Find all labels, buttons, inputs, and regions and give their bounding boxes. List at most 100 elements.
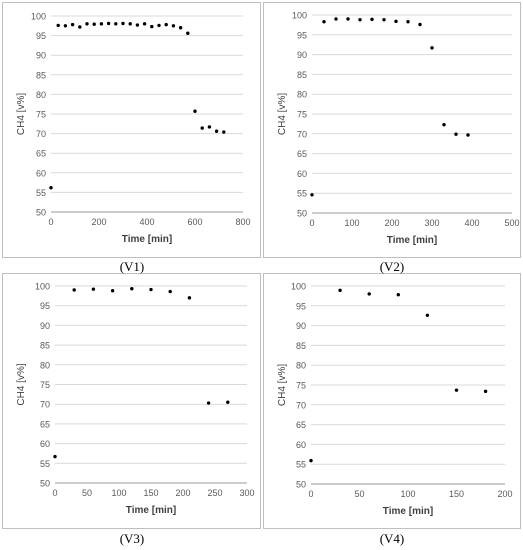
data-point: [114, 22, 118, 26]
data-point: [382, 18, 386, 22]
y-tick-label: 55: [296, 460, 306, 470]
data-point: [63, 24, 68, 28]
caption-v1: (V1): [119, 259, 145, 274]
data-point: [70, 22, 75, 27]
y-tick-label: 90: [296, 321, 306, 331]
data-point: [164, 22, 168, 27]
y-tick-label: 60: [297, 169, 307, 179]
data-point: [370, 17, 374, 22]
y-tick-label: 65: [297, 149, 307, 159]
data-point: [226, 400, 230, 404]
caption-v4: (V4): [379, 531, 405, 546]
data-point: [150, 24, 154, 29]
y-tick-label: 80: [297, 90, 307, 100]
data-point: [171, 24, 176, 28]
data-point: [483, 389, 488, 394]
y-tick-label: 70: [297, 129, 307, 139]
x-tick-label: 200: [384, 218, 399, 228]
data-point: [214, 129, 219, 133]
x-tick-label: 100: [111, 488, 126, 498]
y-tick-label: 100: [31, 12, 46, 22]
x-tick-label: 200: [175, 488, 190, 498]
chart-panel-v4: 50 55 60 65 70 75 80 85 90 95 100 0 50 100 150 200 Time …: [263, 273, 521, 529]
data-point: [396, 293, 400, 297]
data-point: [157, 23, 161, 28]
y-tick-label: 70: [296, 400, 306, 410]
data-point: [406, 20, 410, 24]
y-tick-label: 80: [40, 360, 50, 370]
x-tick-label: 0: [308, 489, 313, 499]
data-point: [200, 126, 204, 130]
y-tick-label: 50: [296, 480, 306, 490]
data-point: [358, 18, 362, 22]
x-tick-label: 0: [52, 488, 57, 498]
x-tick-label: 150: [143, 488, 158, 498]
data-point: [72, 288, 76, 292]
y-tick-label: 100: [35, 282, 50, 292]
y-tick-label: 55: [297, 189, 307, 199]
data-point: [49, 185, 53, 190]
y-axis-label: CH4 [v%]: [16, 93, 27, 135]
data-point: [92, 22, 96, 26]
data-point: [454, 388, 459, 392]
data-point: [106, 21, 111, 26]
x-tick-label: 50: [82, 488, 92, 498]
data-point: [128, 22, 132, 26]
chart-panel-v3: 50 55 60 65 70 75 80 85 90 95 100 0 50 100 150 200 250 30…: [2, 273, 261, 529]
y-tick-label: 100: [292, 11, 307, 21]
data-point: [85, 22, 89, 26]
x-tick-label: 400: [464, 218, 479, 228]
data-point: [53, 454, 57, 459]
y-tick-label: 85: [297, 70, 307, 80]
data-point: [442, 122, 446, 127]
y-tick-label: 95: [297, 30, 307, 40]
x-tick-label: 250: [207, 488, 222, 498]
y-tick-label: 85: [40, 341, 50, 351]
x-tick-label: 300: [424, 218, 439, 228]
caption-v2: (V2): [379, 259, 405, 274]
data-point: [346, 17, 350, 21]
y-tick-label: 65: [36, 149, 46, 159]
data-point: [222, 130, 226, 134]
y-axis-label: CH4 [v%]: [277, 93, 288, 135]
y-tick-label: 95: [36, 31, 46, 41]
y-tick-label: 90: [40, 321, 50, 331]
data-point: [454, 132, 458, 136]
y-axis-label: CH4 [v%]: [277, 364, 288, 406]
data-point: [367, 292, 371, 296]
data-point: [207, 125, 212, 129]
y-tick-label: 70: [36, 129, 46, 139]
y-tick-label: 65: [40, 419, 50, 429]
y-tick-label: 60: [40, 439, 50, 449]
y-tick-label: 90: [36, 51, 46, 61]
data-point: [338, 288, 342, 293]
x-tick-label: 400: [139, 217, 154, 227]
y-tick-label: 65: [296, 420, 306, 430]
x-axis-label: Time [min]: [122, 234, 172, 245]
x-tick-label: 200: [497, 489, 512, 499]
data-point: [466, 133, 470, 137]
x-tick-label: 300: [239, 488, 254, 498]
y-tick-label: 70: [40, 400, 50, 410]
data-point: [394, 19, 398, 24]
x-axis-label: Time [min]: [387, 235, 437, 246]
data-point: [193, 109, 197, 113]
y-tick-label: 50: [40, 479, 50, 489]
x-tick-label: 0: [48, 217, 53, 227]
x-tick-label: 100: [400, 489, 415, 499]
y-tick-label: 50: [36, 208, 46, 218]
y-tick-label: 60: [296, 440, 306, 450]
data-point: [309, 458, 313, 463]
data-point: [425, 313, 430, 318]
data-point: [56, 23, 60, 28]
y-tick-label: 100: [291, 282, 306, 292]
data-point: [149, 287, 153, 292]
x-tick-label: 0: [309, 218, 314, 228]
data-point: [206, 401, 211, 405]
x-tick-label: 100: [344, 218, 359, 228]
y-tick-label: 90: [297, 50, 307, 60]
y-tick-label: 55: [40, 459, 50, 469]
y-tick-label: 85: [36, 70, 46, 80]
data-point: [135, 23, 140, 27]
